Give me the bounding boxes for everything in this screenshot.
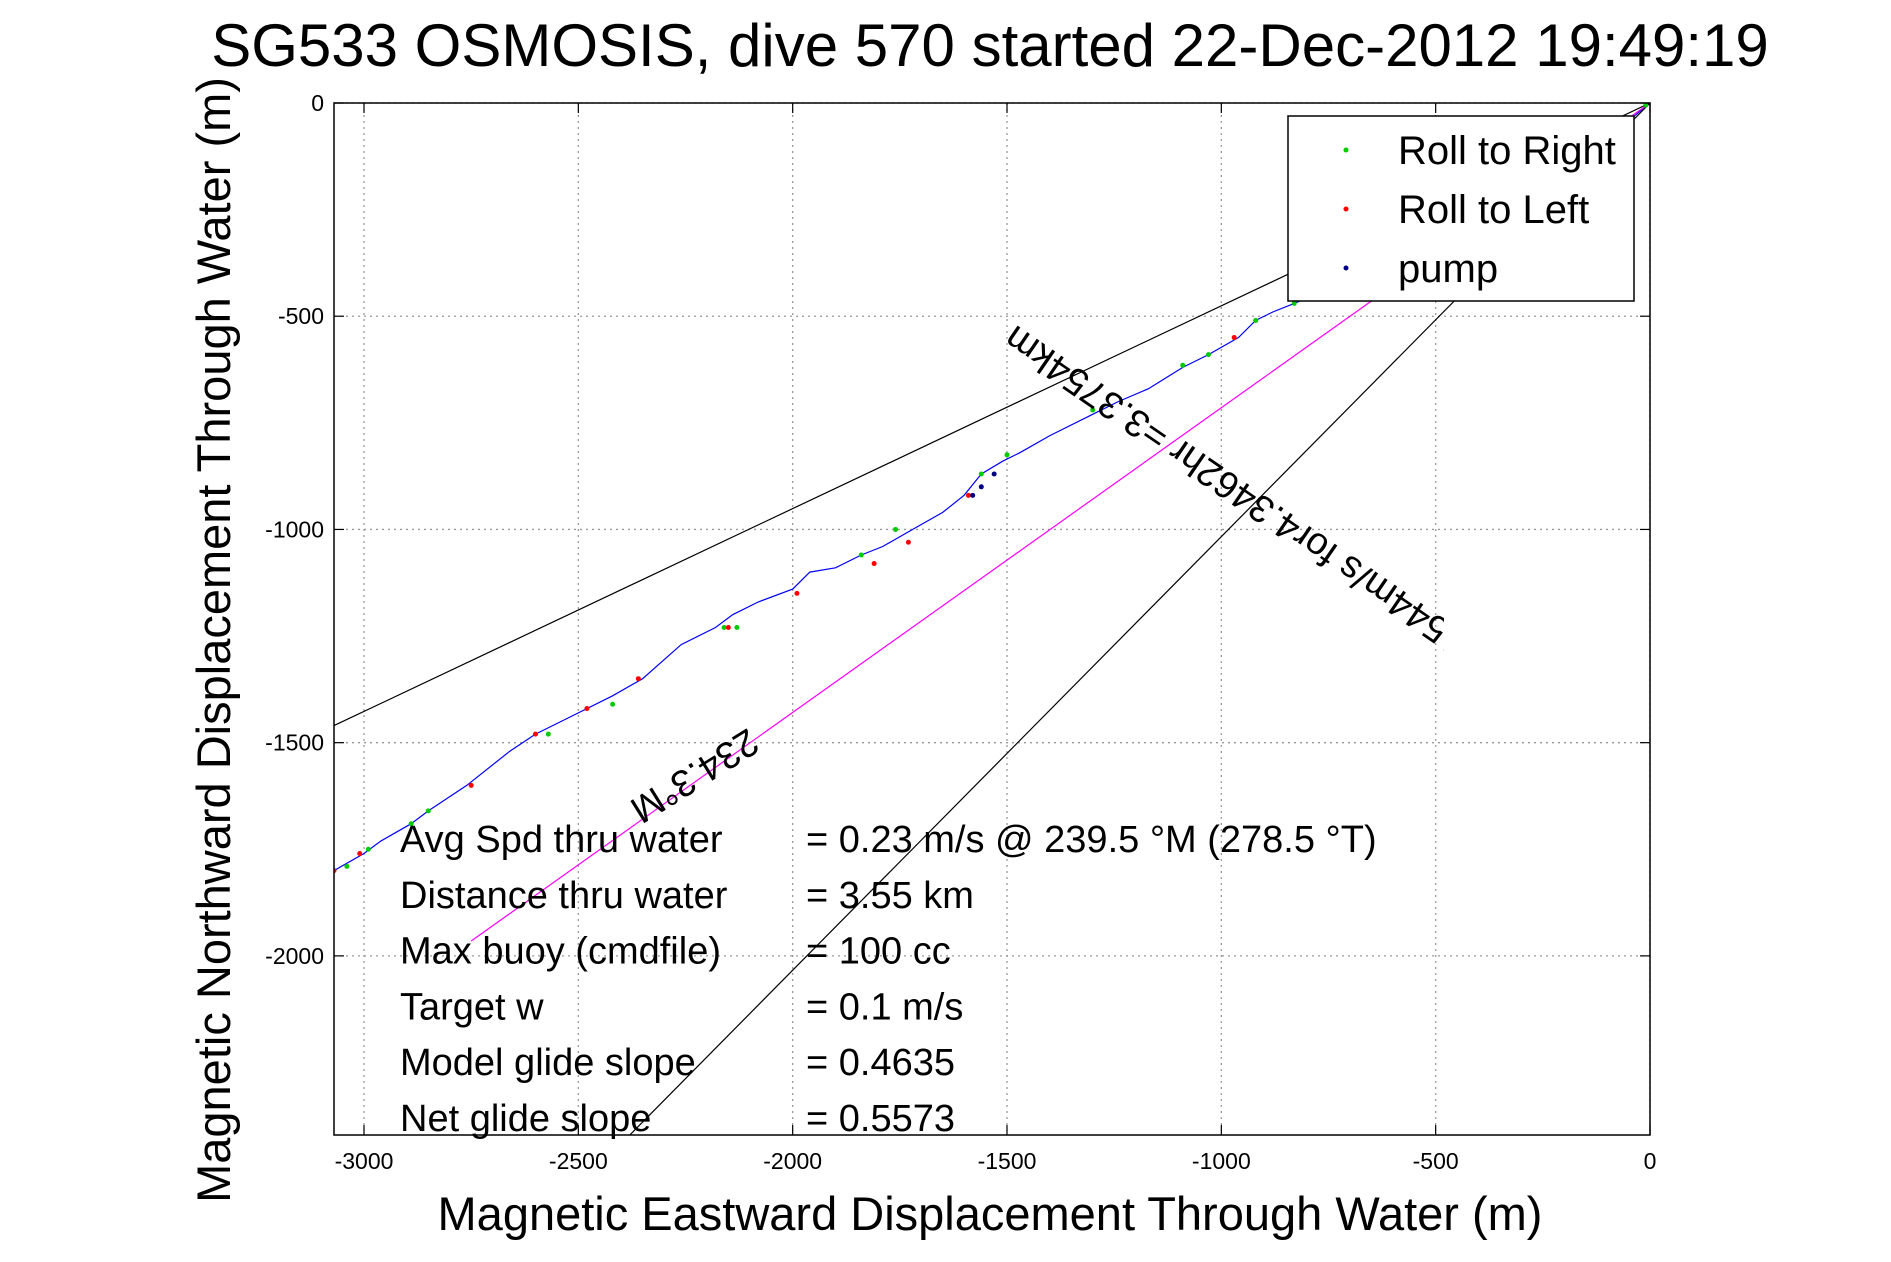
roll-right-marker xyxy=(425,808,431,814)
roll-left-marker xyxy=(532,731,538,737)
stats-label: Avg Spd thru water xyxy=(400,819,723,861)
stats-value: = 0.23 m/s @ 239.5 °M (278.5 °T) xyxy=(806,819,1377,861)
y-tick-label: -500 xyxy=(278,303,324,329)
legend-label-roll-right: Roll to Right xyxy=(1398,129,1616,173)
roll-right-marker xyxy=(1004,452,1010,458)
roll-right-marker xyxy=(1291,300,1297,306)
roll-right-marker xyxy=(545,731,551,737)
legend-label-pump: pump xyxy=(1398,247,1498,291)
stats-label: Target w xyxy=(400,986,544,1028)
pump-marker xyxy=(978,484,984,490)
y-tick-label: -2000 xyxy=(265,943,324,969)
stats-label: Net glide slope xyxy=(400,1098,651,1140)
marker-layer xyxy=(334,103,1649,874)
roll-right-marker xyxy=(978,471,984,477)
roll-right-marker xyxy=(721,625,727,631)
x-tick-label: -2000 xyxy=(763,1148,822,1174)
x-tick-label: 0 xyxy=(1644,1148,1657,1174)
chart-title: SG533 OSMOSIS, dive 570 started 22-Dec-2… xyxy=(211,12,1769,79)
x-tick-label: -2500 xyxy=(549,1148,608,1174)
y-tick-labels: 0 -500 -1000 -1500 -2000 xyxy=(265,90,1650,969)
y-axis-title: Magnetic Northward Displacement Through … xyxy=(187,77,240,1203)
glider-track-line xyxy=(334,103,1650,872)
roll-right-marker xyxy=(365,846,371,852)
plot-frame xyxy=(333,102,1651,1136)
y-tick-label: -1500 xyxy=(265,730,324,756)
roll-right-marker xyxy=(344,863,350,869)
stats-label: Max buoy (cmdfile) xyxy=(400,931,721,973)
x-axis-title: Magnetic Eastward Displacement Through W… xyxy=(438,1187,1543,1240)
pump-marker xyxy=(970,492,976,498)
roll-right-marker xyxy=(858,552,864,558)
stats-value: = 0.4635 xyxy=(806,1042,955,1084)
stats-value: = 3.55 km xyxy=(806,875,974,917)
roll-right-marker xyxy=(893,526,899,532)
roll-left-marker xyxy=(725,625,731,631)
stats-label: Model glide slope xyxy=(400,1042,696,1084)
roll-right-marker xyxy=(1205,352,1211,358)
roll-left-marker xyxy=(794,590,800,596)
roll-right-marker xyxy=(1253,317,1259,323)
roll-left-marker xyxy=(635,676,641,682)
legend: Roll to Right Roll to Left pump xyxy=(1287,115,1635,302)
x-tick-label: -1500 xyxy=(978,1148,1037,1174)
stats-label: Distance thru water xyxy=(400,875,728,917)
roll-left-marker xyxy=(468,782,474,788)
legend-marker-roll-right xyxy=(1343,147,1349,153)
stats-box: Avg Spd thru water = 0.23 m/s @ 239.5 °M … xyxy=(400,819,1377,1140)
roll-left-marker xyxy=(965,492,971,498)
roll-right-marker xyxy=(1180,362,1186,368)
x-tick-label: -500 xyxy=(1413,1148,1459,1174)
y-tick-label: -1000 xyxy=(265,516,324,542)
y-tick-label: 0 xyxy=(311,90,324,116)
roll-left-marker xyxy=(871,561,877,567)
x-tick-labels: -3000 -2500 -2000 -1500 -1000 -500 0 xyxy=(335,103,1657,1174)
stats-value: = 0.1 m/s xyxy=(806,986,963,1028)
roll-right-marker xyxy=(408,821,414,827)
legend-marker-pump xyxy=(1343,265,1349,271)
roll-left-marker xyxy=(905,539,911,545)
stats-value: = 0.5573 xyxy=(806,1098,955,1140)
roll-left-marker xyxy=(584,706,590,712)
roll-right-marker xyxy=(610,701,616,707)
grid-lines xyxy=(334,102,1651,1135)
roll-right-marker xyxy=(1090,407,1096,413)
roll-left-marker xyxy=(1231,335,1237,341)
pump-marker xyxy=(991,471,997,477)
roll-right-marker xyxy=(1643,103,1649,108)
roll-right-marker xyxy=(734,625,740,631)
roll-left-marker xyxy=(357,851,363,857)
legend-marker-roll-left xyxy=(1343,206,1349,212)
x-tick-label: -1000 xyxy=(1192,1148,1251,1174)
stats-value: = 100 cc xyxy=(806,931,951,973)
legend-label-roll-left: Roll to Left xyxy=(1398,188,1589,232)
x-tick-label: -3000 xyxy=(335,1148,394,1174)
